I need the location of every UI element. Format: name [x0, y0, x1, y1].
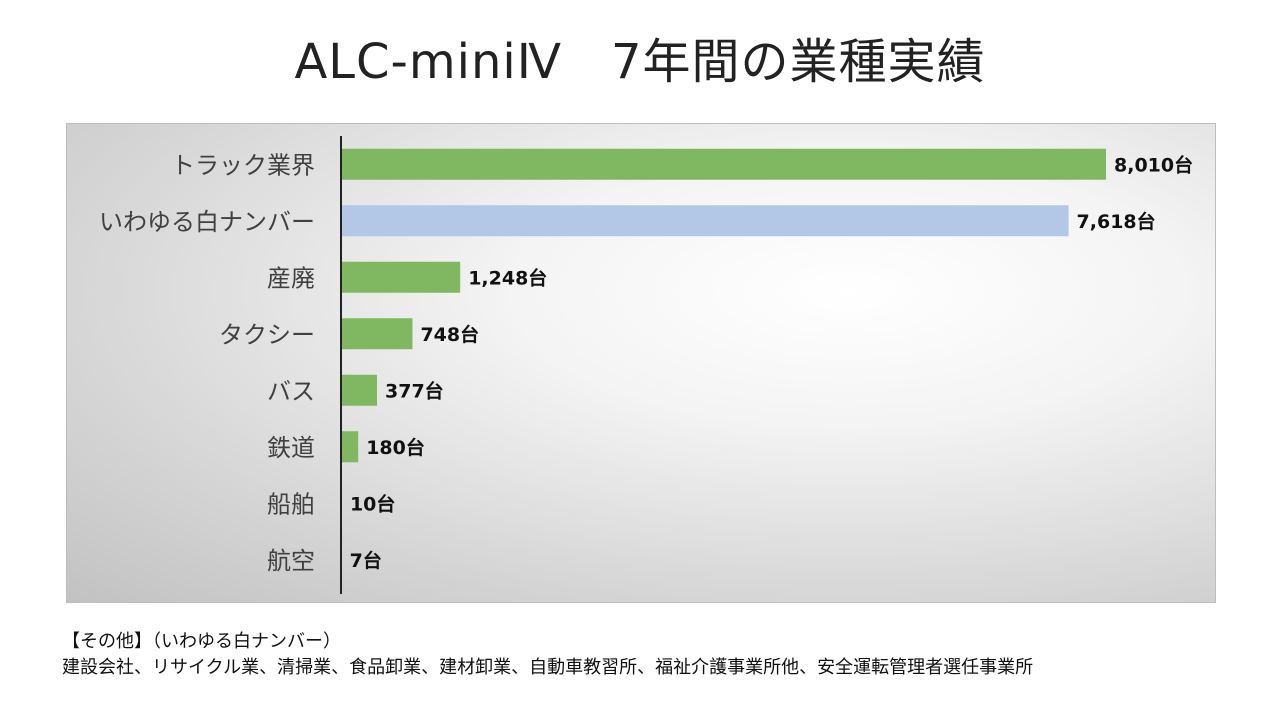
bar — [341, 431, 359, 463]
chart-title: ALC-miniⅣ 7年間の業種実績 — [294, 34, 986, 90]
data-label: 1,248台 — [468, 266, 547, 289]
bar — [341, 261, 461, 293]
bar — [341, 318, 413, 350]
footnote: 【その他】（いわゆる白ナンバー） 建設会社、リサイクル業、清掃業、食品卸業、建材… — [62, 629, 1262, 681]
data-label: 10台 — [350, 492, 395, 515]
bar — [341, 148, 1106, 180]
data-label: 377台 — [385, 379, 444, 402]
bar — [341, 205, 1069, 237]
category-label: 鉄道 — [267, 434, 315, 462]
category-label: トラック業界 — [171, 151, 315, 179]
category-label: いわゆる白ナンバー — [99, 208, 315, 236]
bar — [341, 374, 378, 406]
category-label: バス — [267, 377, 315, 405]
data-label: 8,010台 — [1114, 153, 1193, 176]
data-label: 180台 — [366, 436, 425, 459]
category-label: 産廃 — [267, 264, 315, 292]
category-label: 船舶 — [267, 490, 315, 518]
footnote-list: 建設会社、リサイクル業、清掃業、食品卸業、建材卸業、自動車教習所、福祉介護事業所… — [62, 657, 1034, 678]
chart-area: トラック業界 8,010台いわゆる白ナンバー 7,618台産廃 1,248台タクシー 7… — [66, 123, 1216, 603]
category-label: タクシー — [219, 321, 315, 349]
data-label: 7台 — [350, 549, 382, 572]
footnote-heading: 【その他】（いわゆる白ナンバー） — [62, 631, 341, 652]
data-label: 7,618台 — [1077, 210, 1156, 233]
category-label: 航空 — [267, 547, 315, 575]
data-label: 748台 — [420, 323, 479, 346]
